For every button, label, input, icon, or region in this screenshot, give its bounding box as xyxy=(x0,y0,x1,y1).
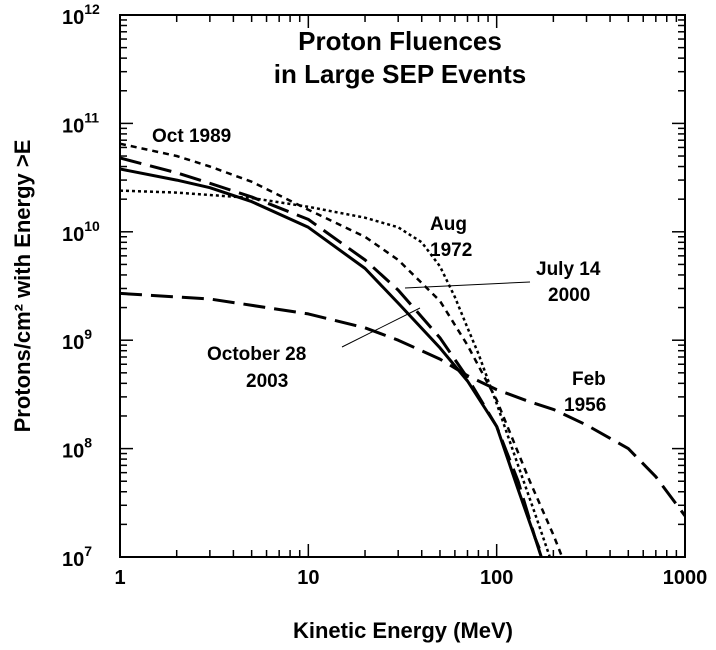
x-axis-title: Kinetic Energy (MeV) xyxy=(293,618,513,643)
y-tick-label: 109 xyxy=(62,326,92,354)
label-oct1989: Oct 1989 xyxy=(152,126,231,147)
y-tick-label: 108 xyxy=(62,435,92,463)
label-feb1956-line1: Feb xyxy=(572,369,606,390)
chart-title-line1: Proton Fluences xyxy=(298,26,502,56)
leader-line-oct2003 xyxy=(341,307,421,348)
series-line-july-14-2000 xyxy=(120,156,545,557)
y-tick-label: 1010 xyxy=(62,218,100,246)
x-tick-label: 100 xyxy=(480,567,513,589)
label-july2000-line1: July 14 xyxy=(536,259,601,280)
label-aug1972-line2: 1972 xyxy=(430,240,472,261)
series-line-aug-1972 xyxy=(120,189,552,557)
label-oct2003-line1: October 28 xyxy=(207,344,306,365)
label-july2000-line2: 2000 xyxy=(548,285,590,306)
y-tick-label: 107 xyxy=(62,543,92,571)
series-line-october-28-2003 xyxy=(120,167,543,557)
y-axis-title: Protons/cm² with Energy >E xyxy=(10,140,35,433)
series-curves xyxy=(120,142,685,557)
x-tick-label: 10 xyxy=(297,567,319,589)
chart-title-line2: in Large SEP Events xyxy=(274,59,526,89)
x-tick-label: 1000 xyxy=(663,567,708,589)
series-line-feb-1956 xyxy=(120,291,685,517)
y-tick-label: 1011 xyxy=(62,109,99,137)
label-oct2003-line2: 2003 xyxy=(246,371,288,392)
x-tick-label: 1 xyxy=(114,567,125,589)
label-feb1956-line2: 1956 xyxy=(564,395,606,416)
leader-line-july2000 xyxy=(404,281,531,289)
y-tick-label: 1012 xyxy=(62,1,100,29)
axis-ticks: 1 10 100 1000 107 108 109 1010 1011 1012 xyxy=(62,1,707,589)
label-aug1972-line1: Aug xyxy=(430,214,467,235)
plot-frame xyxy=(119,14,686,558)
series-line-oct-1989 xyxy=(120,142,564,557)
